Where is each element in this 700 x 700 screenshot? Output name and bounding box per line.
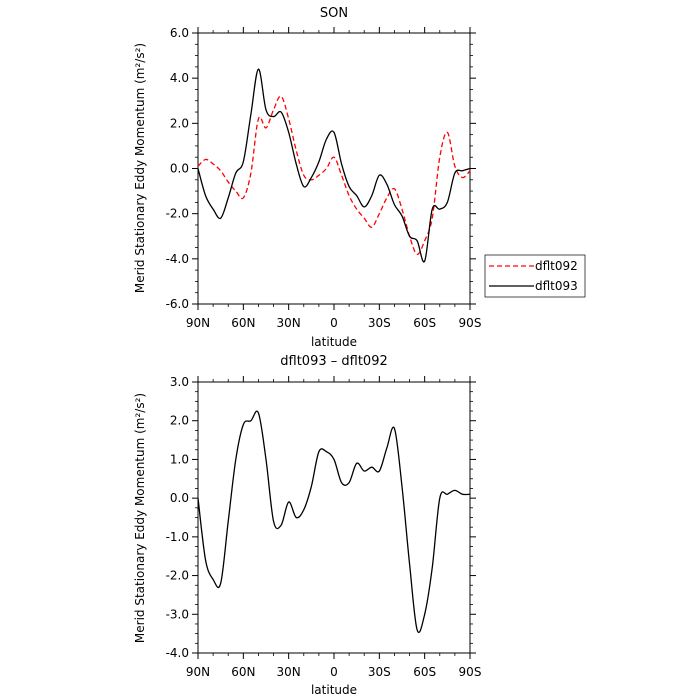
- x-tick-label: 30N: [277, 316, 301, 330]
- series-line-dflt092: [197, 95, 471, 255]
- y-tick-label: 0.0: [170, 162, 189, 176]
- x-axis-label: latitude: [311, 683, 357, 697]
- series-line-dflt093: [197, 68, 471, 263]
- x-axis-label: latitude: [311, 335, 357, 349]
- x-tick-label: 30S: [368, 665, 391, 679]
- y-tick-label: 1.0: [170, 452, 189, 466]
- legend-label-dflt093: dflt093: [535, 279, 578, 293]
- x-tick-label: 0: [330, 665, 338, 679]
- x-tick-label: 0: [330, 316, 338, 330]
- y-tick-label: -4.0: [166, 252, 189, 266]
- series-line-diff-0: [197, 410, 471, 633]
- x-tick-label: 60N: [231, 665, 255, 679]
- y-axis-label: Merid Stationary Eddy Momentum (m²/s²): [133, 43, 147, 293]
- bottom-panel: dflt093 – dflt092 3.0 2.0 1.0 0.0 -1.0 -2.0 -3…: [133, 354, 481, 697]
- x-tick-label: 60S: [413, 665, 436, 679]
- legend-box: [484, 254, 586, 298]
- x-tick-label: 90S: [459, 316, 482, 330]
- y-tick-label: 6.0: [170, 26, 189, 40]
- y-tick-label: -4.0: [166, 646, 189, 660]
- y-tick-label: -2.0: [166, 207, 189, 221]
- series-layer: [197, 68, 471, 263]
- legend: dflt092 dflt093: [484, 254, 586, 298]
- x-tick-label: 30S: [368, 316, 391, 330]
- plot-frame: [197, 381, 471, 654]
- x-ticks: 90N 60N 30N 0 30S 60S 90S: [186, 27, 482, 330]
- y-tick-label: 0.0: [170, 491, 189, 505]
- y-tick-label: -6.0: [166, 297, 189, 311]
- y-axis-label: Merid Stationary Eddy Momentum (m²/s²): [133, 393, 147, 643]
- y-tick-label: 2.0: [170, 414, 189, 428]
- x-ticks: 90N 60N 30N 0 30S 60S 90S: [186, 376, 482, 679]
- x-tick-label: 60S: [413, 316, 436, 330]
- y-ticks: 3.0 2.0 1.0 0.0 -1.0 -2.0 -3.0 -4.0: [166, 375, 476, 660]
- x-tick-label: 90S: [459, 665, 482, 679]
- y-tick-label: 4.0: [170, 71, 189, 85]
- top-panel: SON 6.0 4.0 2.0 0.0 -2.0 -4.0 -6.0 90N 60N 30N 0 3…: [133, 6, 586, 349]
- y-tick-label: -3.0: [166, 607, 189, 621]
- x-tick-label: 90N: [186, 316, 210, 330]
- x-tick-label: 90N: [186, 665, 210, 679]
- y-ticks: 6.0 4.0 2.0 0.0 -2.0 -4.0 -6.0: [166, 26, 476, 311]
- y-tick-label: 2.0: [170, 116, 189, 130]
- chart-title: dflt093 – dflt092: [280, 354, 387, 369]
- chart-title: SON: [320, 6, 348, 21]
- series-layer: [197, 410, 471, 633]
- y-tick-label: 3.0: [170, 375, 189, 389]
- legend-label-dflt092: dflt092: [535, 259, 578, 273]
- x-tick-label: 60N: [231, 316, 255, 330]
- x-tick-label: 30N: [277, 665, 301, 679]
- y-tick-label: -1.0: [166, 530, 189, 544]
- y-tick-label: -2.0: [166, 569, 189, 583]
